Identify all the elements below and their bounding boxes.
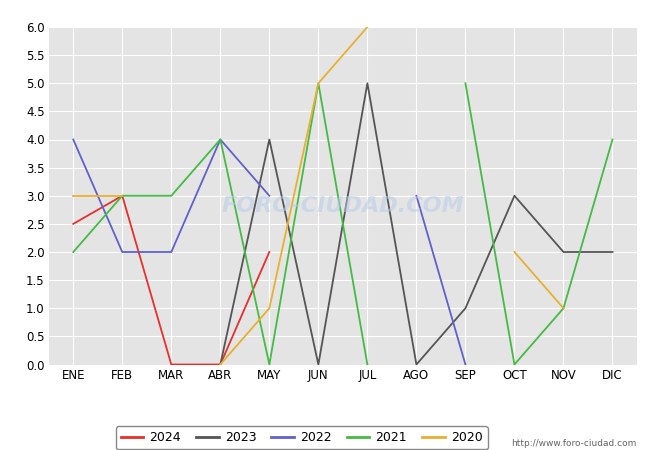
Legend: 2024, 2023, 2022, 2021, 2020: 2024, 2023, 2022, 2021, 2020 [116, 427, 488, 450]
Text: Matriculaciones de Vehiculos en Sádaba: Matriculaciones de Vehiculos en Sádaba [171, 9, 479, 24]
Text: http://www.foro-ciudad.com: http://www.foro-ciudad.com [512, 439, 637, 448]
Text: FORO-CIUDAD.COM: FORO-CIUDAD.COM [222, 196, 464, 216]
